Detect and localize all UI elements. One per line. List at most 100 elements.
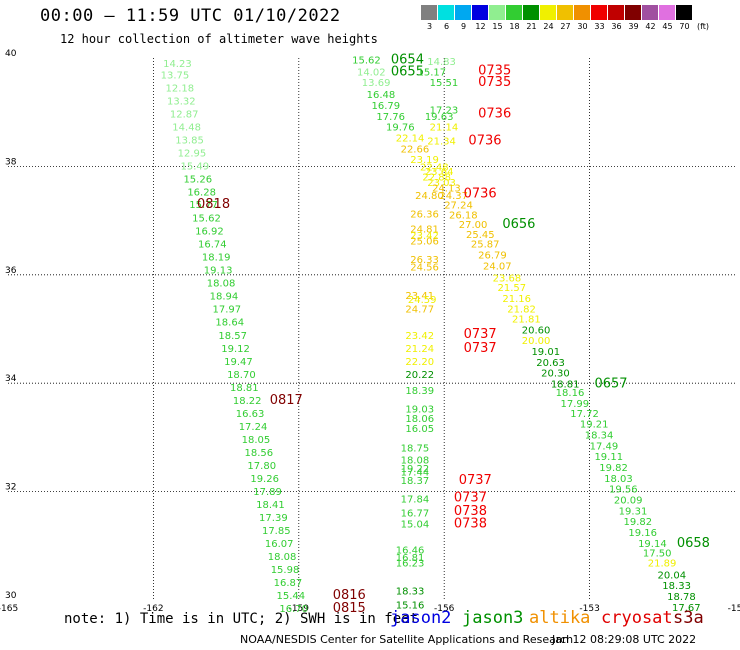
- wave-height-point: 16.46: [396, 545, 425, 556]
- wave-height-point: 15.44: [277, 591, 306, 602]
- wave-height-point: 18.08: [401, 455, 430, 466]
- y-tick-label: 40: [5, 49, 17, 59]
- wave-height-point: 19.56: [609, 485, 638, 496]
- wave-height-point: 15.98: [271, 565, 300, 576]
- legend-label-30: 30: [577, 22, 588, 31]
- wave-height-point: 18.33: [396, 587, 425, 598]
- pass-time-label: 0737: [454, 490, 487, 505]
- wave-height-point: 16.48: [367, 90, 396, 101]
- wave-height-point: 19.31: [619, 506, 648, 517]
- pass-time-label: 0737: [464, 327, 497, 342]
- wave-height-point: 14.83: [427, 57, 456, 68]
- wave-height-point: 17.89: [253, 487, 282, 498]
- wave-height-point: 18.34: [585, 430, 614, 441]
- wave-height-point: 19.13: [204, 266, 233, 277]
- wave-height-point: 25.45: [466, 230, 495, 241]
- wave-height-point: 19.76: [386, 123, 415, 134]
- wave-height-point: 24.81: [410, 225, 439, 236]
- y-tick-label: 38: [5, 157, 17, 167]
- wave-height-point: 23.64: [425, 167, 454, 178]
- wave-height-point: 21.81: [512, 314, 541, 325]
- wave-height-point: 18.05: [242, 435, 271, 446]
- wave-height-point: 24.37: [439, 191, 468, 202]
- wave-height-point: 18.81: [230, 383, 259, 394]
- y-tick-label: 30: [5, 591, 17, 601]
- satellite-jason3-label: jason3: [462, 608, 524, 628]
- wave-height-point: 20.30: [541, 369, 570, 380]
- color-legend: 3 6 9 12 15 18 21 24 27 30 33 36 39 42 45 70 (ft): [421, 5, 713, 31]
- legend-swatch-27: [557, 5, 574, 20]
- satellite-altika-label: altika: [529, 608, 591, 628]
- wave-height-point: 16.79: [372, 101, 401, 112]
- legend-label-12: 12: [475, 22, 486, 31]
- wave-height-point: 19.16: [628, 528, 657, 539]
- legend-swatch-45: [659, 5, 676, 20]
- legend-label-24: 24: [543, 22, 554, 31]
- wave-height-point: 26.18: [449, 210, 478, 221]
- legend-label-39: 39: [628, 22, 639, 31]
- legend-label-6: 6: [443, 22, 450, 31]
- wave-height-point: 19.82: [624, 517, 653, 528]
- wave-height-point: 23.42: [405, 331, 434, 342]
- legend-label-27: 27: [560, 22, 571, 31]
- legend-swatch-42: [642, 5, 659, 20]
- legend-swatch-24: [540, 5, 557, 20]
- wave-height-point: 16.05: [405, 424, 434, 435]
- wave-height-point: 25.87: [471, 240, 500, 251]
- legend-label-9: 9: [460, 22, 467, 31]
- wave-height-point: 18.03: [604, 474, 633, 485]
- wave-height-point: 19.11: [594, 452, 623, 463]
- wave-height-point: 18.64: [215, 318, 244, 329]
- wave-height-point: 12.18: [166, 84, 195, 95]
- pass-time-label: 0735: [478, 63, 511, 78]
- wave-height-point: 17.99: [561, 399, 590, 410]
- wave-height-point: 24.56: [410, 262, 439, 273]
- wave-height-point: 13.32: [167, 97, 196, 108]
- wave-height-point: 23.41: [405, 291, 434, 302]
- wave-height-point: 27.24: [444, 201, 473, 212]
- wave-height-point: 16.77: [401, 509, 430, 520]
- wave-height-point: 18.37: [401, 476, 430, 487]
- wave-height-point: 21.24: [405, 344, 434, 355]
- wave-height-point: 16.92: [195, 227, 224, 238]
- wave-height-point: 15.04: [401, 519, 430, 530]
- legend-swatch-39: [625, 5, 642, 20]
- satellite-cryosat-label: cryosat: [601, 608, 673, 628]
- wave-height-point: 16.70: [279, 604, 308, 615]
- wave-height-point: 16.23: [396, 558, 425, 569]
- wave-height-point: 23.68: [493, 273, 522, 284]
- pass-time-label: 0654: [391, 52, 424, 67]
- legend-swatch-30: [574, 5, 591, 20]
- wave-height-point: 21.16: [502, 294, 531, 305]
- wave-height-point: 17.23: [430, 105, 459, 116]
- x-tick-label: -15: [728, 604, 740, 614]
- wave-height-point: 17.80: [247, 461, 276, 472]
- wave-height-point: 16.28: [187, 188, 216, 199]
- wave-height-point: 27.00: [459, 220, 488, 231]
- y-tick-label: 34: [5, 374, 17, 384]
- wave-height-point: 23.42: [410, 231, 439, 242]
- wave-height-point: 18.39: [405, 386, 434, 397]
- wave-height-point: 16.87: [274, 578, 303, 589]
- wave-height-point: 18.41: [256, 500, 285, 511]
- wave-height-point: 16.81: [396, 553, 425, 564]
- wave-height-point: 24.07: [483, 261, 512, 272]
- wave-height-point: 17.85: [262, 526, 291, 537]
- wave-height-point: 21.34: [427, 137, 456, 148]
- pass-time-label: 0737: [459, 473, 492, 488]
- wave-height-point: 17.97: [213, 305, 242, 316]
- wave-height-point: 24.59: [408, 295, 437, 306]
- wave-height-point: 18.08: [207, 279, 236, 290]
- pass-time-label: 0735: [478, 75, 511, 90]
- y-tick-label: 32: [5, 483, 16, 493]
- wave-height-point: 12.95: [178, 149, 207, 160]
- wave-height-point: 24.80: [415, 191, 444, 202]
- wave-height-point: 21.14: [430, 123, 459, 134]
- pass-time-label: 0738: [454, 504, 487, 519]
- legend-swatch-12: [472, 5, 489, 20]
- wave-height-point: 24.77: [405, 305, 434, 316]
- wave-height-point: 16.07: [265, 539, 294, 550]
- wave-height-point: 12.87: [170, 110, 199, 121]
- legend-unit: (ft): [696, 22, 710, 31]
- wave-height-point: 19.12: [221, 344, 250, 355]
